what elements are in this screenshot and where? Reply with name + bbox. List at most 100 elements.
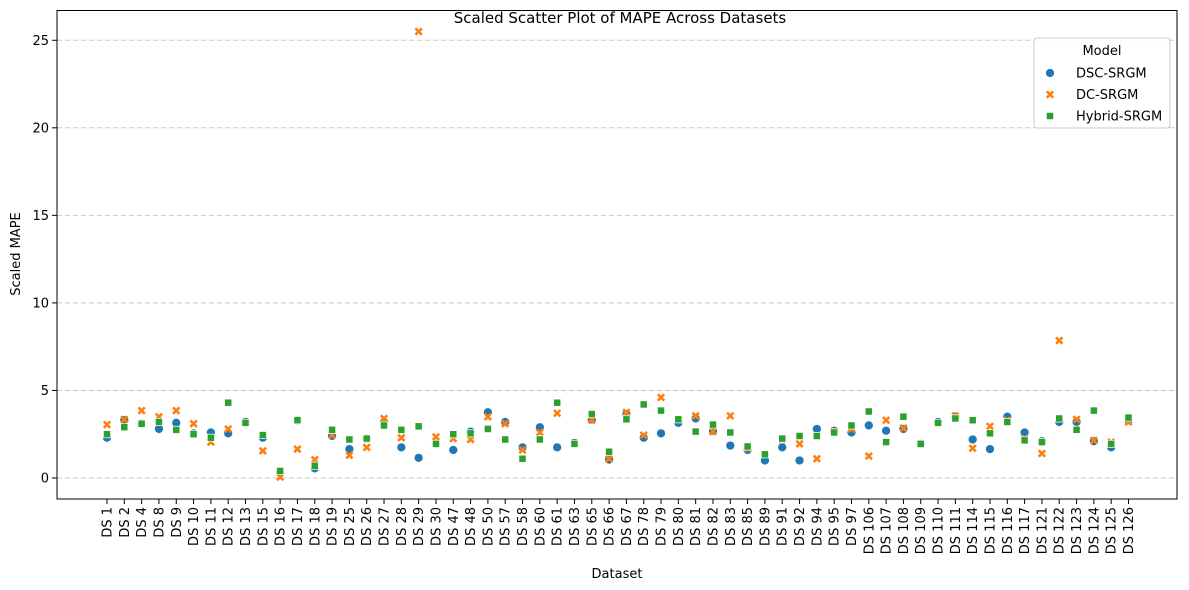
- data-point: [812, 432, 821, 440]
- y-tick-label: 15: [32, 209, 49, 224]
- data-point: [690, 413, 701, 424]
- series-dsc-srgm: [101, 407, 1134, 478]
- x-tick-label: DS 17: [291, 507, 306, 546]
- data-point: [397, 425, 406, 434]
- x-tick-label: DS 117: [1018, 507, 1033, 554]
- data-point: [691, 411, 700, 420]
- x-tick-label: DS 83: [724, 507, 739, 546]
- data-point: [517, 442, 528, 453]
- x-tick-label: DS 66: [603, 507, 618, 546]
- x-tick-label: DS 109: [914, 507, 929, 554]
- x-tick-label: DS 115: [983, 507, 998, 554]
- data-point: [154, 418, 163, 426]
- data-point: [120, 423, 129, 432]
- data-point: [345, 451, 354, 460]
- data-point: [863, 420, 874, 431]
- y-tick-label: 5: [41, 384, 49, 399]
- y-tick-label: 20: [32, 121, 49, 136]
- x-tick-label: DS 78: [637, 507, 652, 546]
- x-tick-label: DS 89: [758, 507, 773, 546]
- data-point: [379, 414, 389, 423]
- data-point: [432, 439, 440, 448]
- data-point: [258, 446, 267, 455]
- x-tick-label: DS 48: [464, 507, 479, 546]
- data-point: [639, 430, 648, 440]
- x-tick-label: DS 2: [118, 507, 133, 538]
- y-axis-label: Scaled MAPE: [9, 212, 24, 296]
- series-dc-srgm: [102, 27, 1133, 482]
- x-tick-label: DS 58: [516, 507, 531, 546]
- plot-frame: [56, 10, 1178, 500]
- data-point: [951, 414, 960, 423]
- data-point: [1089, 406, 1098, 415]
- x-tick-label: DS 9: [170, 507, 185, 538]
- data-point: [552, 442, 563, 453]
- legend-label: Hybrid-SRGM: [1076, 110, 1162, 125]
- data-point: [448, 444, 459, 456]
- data-point: [622, 408, 631, 417]
- data-point: [414, 422, 423, 431]
- data-point: [864, 451, 873, 461]
- grid-lines: [57, 39, 1177, 479]
- data-point: [656, 393, 666, 402]
- x-tick-label: DS 25: [343, 507, 358, 546]
- data-point: [103, 430, 111, 439]
- x-tick-label: DS 57: [499, 507, 514, 546]
- legend-label: DC-SRGM: [1076, 88, 1138, 103]
- data-point: [241, 418, 250, 427]
- legend-items: DSC-SRGM DC-SRGM Hybrid-SRGM: [1044, 67, 1162, 125]
- data-point: [396, 442, 407, 453]
- data-point: [1055, 414, 1064, 423]
- x-tick-label: DS 29: [412, 507, 427, 546]
- data-point: [120, 415, 129, 424]
- x-tick-label: DS 123: [1070, 507, 1085, 554]
- legend-marker: [1045, 90, 1055, 99]
- y-tick-label: 25: [32, 34, 49, 49]
- x-tick-label: DS 95: [828, 507, 843, 546]
- data-point: [812, 454, 821, 463]
- data-point: [864, 407, 873, 416]
- data-point: [501, 419, 510, 428]
- data-point: [1037, 449, 1047, 458]
- y-axis-ticks: 0 5 10 15 20 25: [32, 34, 57, 486]
- data-point: [293, 416, 302, 425]
- x-tick-label: DS 61: [551, 507, 566, 546]
- x-tick-label: DS 63: [568, 507, 583, 546]
- data-point: [293, 444, 302, 454]
- data-point: [881, 425, 892, 436]
- data-point: [535, 435, 544, 444]
- x-tick-label: DS 16: [274, 507, 289, 546]
- x-tick-label: DS 85: [741, 507, 756, 546]
- data-point: [397, 433, 406, 442]
- data-point: [414, 27, 423, 36]
- x-tick-label: DS 80: [672, 507, 687, 546]
- x-axis-label: Dataset: [592, 567, 643, 582]
- data-point: [413, 452, 424, 463]
- legend: Model DSC-SRGM DC-SRGM Hybrid-SRGM: [1033, 37, 1171, 129]
- x-tick-label: DS 65: [585, 507, 600, 546]
- series-hybrid-srgm: [103, 398, 1133, 475]
- x-tick-label: DS 26: [360, 507, 375, 546]
- data-point: [984, 444, 996, 455]
- data-point: [483, 412, 493, 421]
- x-tick-label: DS 125: [1105, 507, 1120, 554]
- data-point: [102, 420, 112, 429]
- data-point: [674, 415, 683, 424]
- x-tick-label: DS 19: [326, 507, 341, 546]
- data-point: [847, 421, 856, 430]
- x-tick-label: DS 108: [897, 507, 912, 554]
- data-point: [899, 423, 908, 433]
- x-tick-label: DS 116: [1001, 507, 1016, 554]
- x-tick-label: DS 8: [152, 507, 167, 538]
- legend-marker: [1044, 67, 1056, 79]
- data-point: [795, 432, 804, 440]
- data-point: [726, 411, 735, 420]
- data-point: [587, 416, 596, 425]
- data-point: [1020, 436, 1029, 445]
- data-point: [345, 435, 354, 444]
- data-point: [206, 433, 215, 442]
- data-point: [967, 434, 978, 445]
- x-tick-label: DS 27: [378, 507, 393, 546]
- y-tick-label: 10: [32, 296, 49, 311]
- data-point: [1072, 425, 1081, 434]
